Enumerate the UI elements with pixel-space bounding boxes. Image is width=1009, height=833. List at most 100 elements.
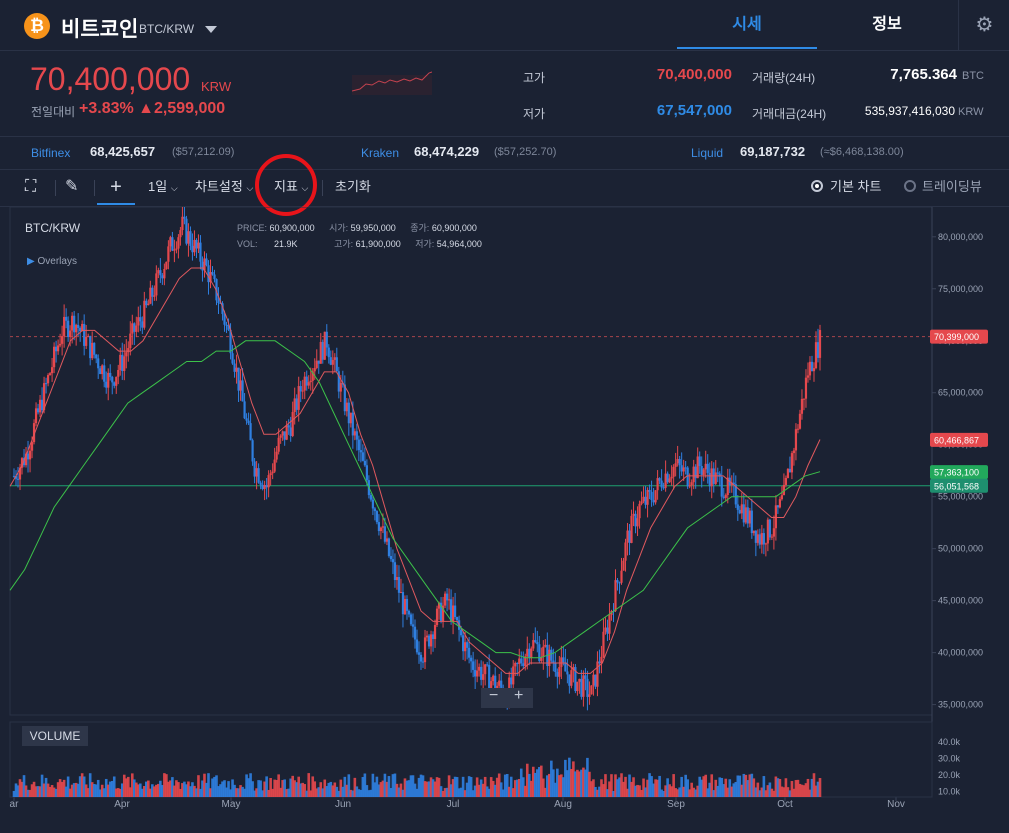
volume-bar: [42, 783, 46, 797]
exchange-usd: ($57,212.09): [172, 146, 235, 158]
candle-body: [255, 468, 258, 477]
volume-bar: [397, 787, 401, 797]
tradingview-radio[interactable]: [904, 180, 916, 192]
interval-select[interactable]: 1일 ⌵: [148, 170, 178, 206]
volume-bar: [137, 784, 140, 797]
volume-bar: [632, 777, 635, 797]
exchange-name[interactable]: Bitfinex: [31, 146, 71, 160]
volume-bar: [351, 790, 355, 797]
y-tick-label: 40,000,000: [938, 648, 983, 658]
candle-body: [431, 634, 435, 640]
volume-bar: [720, 777, 724, 797]
coin-name[interactable]: 비트코인: [61, 18, 139, 41]
basic-chart-label[interactable]: 기본 차트: [830, 179, 882, 194]
candle-body: [447, 599, 451, 601]
volume-bar: [744, 774, 748, 797]
volume-bar: [548, 773, 551, 797]
tab-price[interactable]: 시세: [677, 0, 817, 49]
chart-settings-button[interactable]: 차트설정 ⌵: [195, 170, 253, 206]
volume-bar: [349, 789, 353, 797]
volume-bar: [816, 781, 820, 797]
candle-body: [482, 674, 485, 680]
volume-bar: [165, 774, 168, 797]
candle-body: [596, 661, 599, 687]
pair-label[interactable]: BTC/KRW: [139, 22, 195, 36]
zoom-controls: − +: [481, 687, 533, 708]
volume-bar: [66, 776, 70, 797]
volume-bar: [253, 790, 256, 797]
gear-icon[interactable]: ⚙: [958, 0, 1009, 50]
pencil-icon[interactable]: ✎: [65, 178, 79, 195]
candle-body: [732, 482, 735, 485]
exchange-name[interactable]: Liquid: [691, 146, 724, 160]
candle-body: [606, 627, 609, 634]
candle-body: [319, 341, 322, 364]
volume-bar: [56, 782, 60, 797]
candle-body: [361, 452, 364, 461]
candle-body: [279, 435, 282, 438]
tradingview-label[interactable]: 트레이딩뷰: [922, 179, 982, 194]
crosshair-icon[interactable]: +: [97, 170, 135, 205]
zoom-in-button[interactable]: +: [514, 687, 524, 704]
reset-button[interactable]: 초기화: [335, 179, 371, 194]
candle-body: [285, 425, 288, 440]
price-chart[interactable]: 80,000,00075,000,00070,000,00065,000,000…: [0, 207, 1009, 833]
volume-bar: [367, 790, 371, 797]
candle-body: [273, 459, 276, 472]
candle-body: [59, 343, 62, 346]
volume-bar: [297, 776, 301, 797]
volume-bar: [519, 768, 523, 797]
price-summary: 70,400,000 KRW 전일대비 +3.83% ▲2,599,000 고가…: [0, 51, 1009, 137]
candle-body: [141, 321, 144, 328]
volume-bar: [742, 773, 746, 797]
candle-body: [792, 450, 796, 454]
turnover-unit: KRW: [958, 106, 984, 118]
volume-bar: [409, 775, 413, 797]
volume-bar: [429, 777, 433, 797]
volume-bar: [513, 780, 517, 797]
candle-body: [315, 360, 318, 369]
volume-bar: [291, 775, 294, 797]
volume-bar: [273, 779, 276, 797]
volume-bar: [381, 780, 385, 797]
ma-short-line: [9, 267, 821, 674]
candle-body: [788, 468, 792, 473]
basic-chart-radio[interactable]: [811, 180, 823, 192]
volume-bar: [151, 784, 154, 797]
candle-body: [393, 562, 397, 581]
candle-body: [16, 478, 20, 480]
volume-bar: [662, 790, 665, 797]
candle-body: [18, 467, 22, 480]
candle-body: [28, 450, 32, 460]
volume-bar: [311, 776, 315, 797]
chevron-down-icon[interactable]: [205, 26, 217, 33]
volume-bar: [792, 788, 796, 797]
volume-bar: [668, 784, 671, 797]
overlays-toggle[interactable]: ▶ Overlays: [27, 256, 77, 267]
volume-bar: [439, 786, 443, 797]
volume-bar: [776, 778, 780, 797]
candle-body: [433, 625, 437, 640]
volume-bar: [437, 777, 441, 797]
chart-canvas[interactable]: 80,000,00075,000,00070,000,00065,000,000…: [0, 207, 1009, 833]
candle-body: [582, 675, 585, 697]
candle-body: [399, 592, 403, 594]
volume-bar: [798, 783, 802, 797]
volume-bar: [618, 777, 621, 797]
volume-button[interactable]: VOLUME: [22, 726, 88, 746]
candle-body: [736, 504, 739, 510]
fullscreen-icon[interactable]: ⛶: [25, 178, 37, 195]
tab-info[interactable]: 정보: [872, 16, 902, 33]
candle-body: [472, 661, 475, 670]
zoom-out-button[interactable]: −: [489, 687, 499, 704]
candle-body: [700, 466, 703, 475]
y-tick-label: 55,000,000: [938, 492, 983, 502]
candle-body: [756, 534, 759, 543]
exchange-name[interactable]: Kraken: [361, 146, 400, 160]
candle-body: [650, 491, 653, 501]
volume-bar: [441, 790, 445, 797]
candle-body: [169, 237, 172, 247]
candle-body: [476, 670, 479, 677]
interval-label: 1일: [148, 179, 168, 194]
volume-bar: [596, 789, 599, 797]
